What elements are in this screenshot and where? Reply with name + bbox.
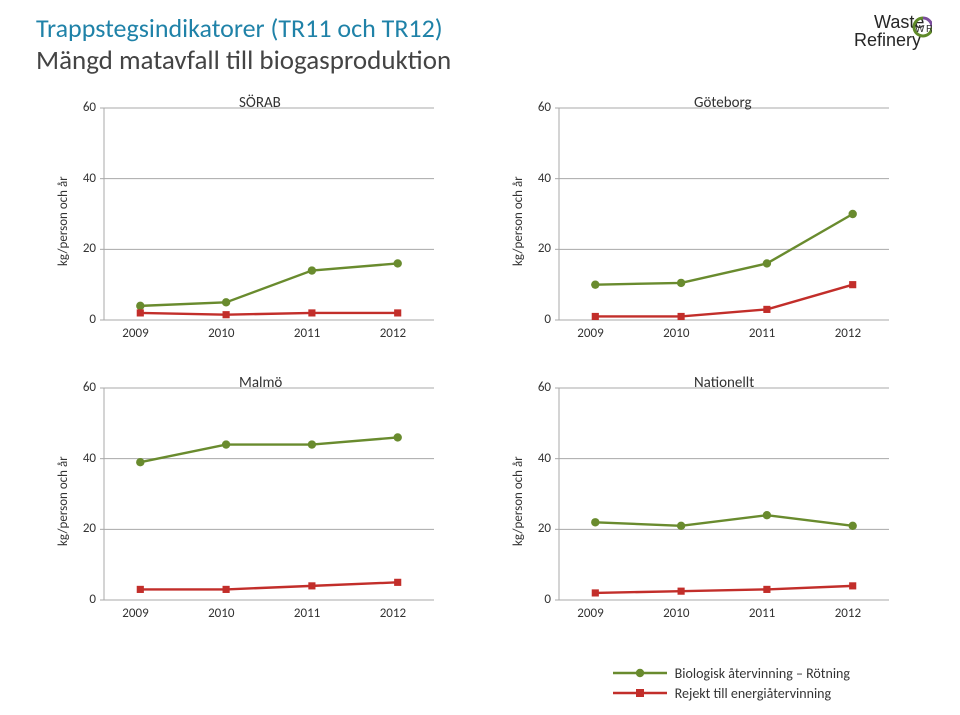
- y-axis-label: kg/person och år: [56, 176, 71, 266]
- y-tick: 40: [527, 171, 551, 186]
- y-tick: 20: [527, 241, 551, 256]
- y-tick: 0: [72, 592, 96, 607]
- chart-goteborg: Göteborgkg/person och år0204060200920102…: [503, 100, 903, 348]
- y-tick: 0: [527, 592, 551, 607]
- legend-row-green: Biologisk återvinning – Rötning: [613, 663, 850, 683]
- chart-title: SÖRAB: [239, 94, 281, 112]
- y-tick: 0: [72, 312, 96, 327]
- chart-title: Nationellt: [694, 374, 754, 392]
- x-tick: 2009: [577, 326, 603, 341]
- x-tick: 2012: [380, 606, 406, 621]
- x-tick: 2010: [208, 326, 234, 341]
- title-line2: Mängd matavfall till biogasproduktion: [36, 44, 451, 77]
- y-axis-label: kg/person och år: [511, 456, 526, 546]
- legend-row-red: Rejekt till energiåtervinning: [613, 683, 850, 703]
- x-tick: 2012: [835, 606, 861, 621]
- chart-title: Göteborg: [694, 94, 752, 112]
- title-line1: Trappstegsindikatorer (TR11 och TR12): [36, 12, 443, 44]
- legend-label-2: Rejekt till energiåtervinning: [675, 685, 831, 702]
- x-tick: 2012: [835, 326, 861, 341]
- svg-text:R: R: [926, 24, 932, 35]
- y-tick: 40: [527, 451, 551, 466]
- legend-swatch-red: [613, 685, 667, 701]
- x-tick: 2010: [208, 606, 234, 621]
- chart-nationellt: Nationelltkg/person och år02040602009201…: [503, 380, 903, 628]
- legend-swatch-green: [613, 665, 667, 681]
- legend: Biologisk återvinning – Rötning Rejekt t…: [613, 663, 850, 703]
- legend-label-1: Biologisk återvinning – Rötning: [675, 665, 850, 682]
- chart-sorab: SÖRABkg/person och år0204060200920102011…: [48, 100, 448, 348]
- y-tick: 20: [72, 521, 96, 536]
- x-tick: 2010: [663, 606, 689, 621]
- logo: Waste Refinery W R: [822, 12, 932, 61]
- y-tick: 20: [72, 241, 96, 256]
- y-tick: 60: [527, 100, 551, 115]
- svg-text:W: W: [915, 24, 925, 35]
- x-tick: 2010: [663, 326, 689, 341]
- y-tick: 60: [527, 380, 551, 395]
- chart-title: Malmö: [239, 374, 282, 392]
- x-tick: 2012: [380, 326, 406, 341]
- y-tick: 20: [527, 521, 551, 536]
- x-tick: 2009: [122, 606, 148, 621]
- y-tick: 60: [72, 380, 96, 395]
- x-tick: 2011: [294, 326, 320, 341]
- x-tick: 2011: [749, 326, 775, 341]
- y-axis-label: kg/person och år: [511, 176, 526, 266]
- y-axis-label: kg/person och år: [56, 456, 71, 546]
- charts-grid: SÖRABkg/person och år0204060200920102011…: [48, 100, 918, 628]
- x-tick: 2011: [294, 606, 320, 621]
- x-tick: 2009: [577, 606, 603, 621]
- y-tick: 40: [72, 451, 96, 466]
- logo-text-2: Refinery: [854, 30, 921, 50]
- x-tick: 2011: [749, 606, 775, 621]
- chart-malmo: Malmökg/person och år0204060200920102011…: [48, 380, 448, 628]
- y-tick: 0: [527, 312, 551, 327]
- y-tick: 40: [72, 171, 96, 186]
- x-tick: 2009: [122, 326, 148, 341]
- y-tick: 60: [72, 100, 96, 115]
